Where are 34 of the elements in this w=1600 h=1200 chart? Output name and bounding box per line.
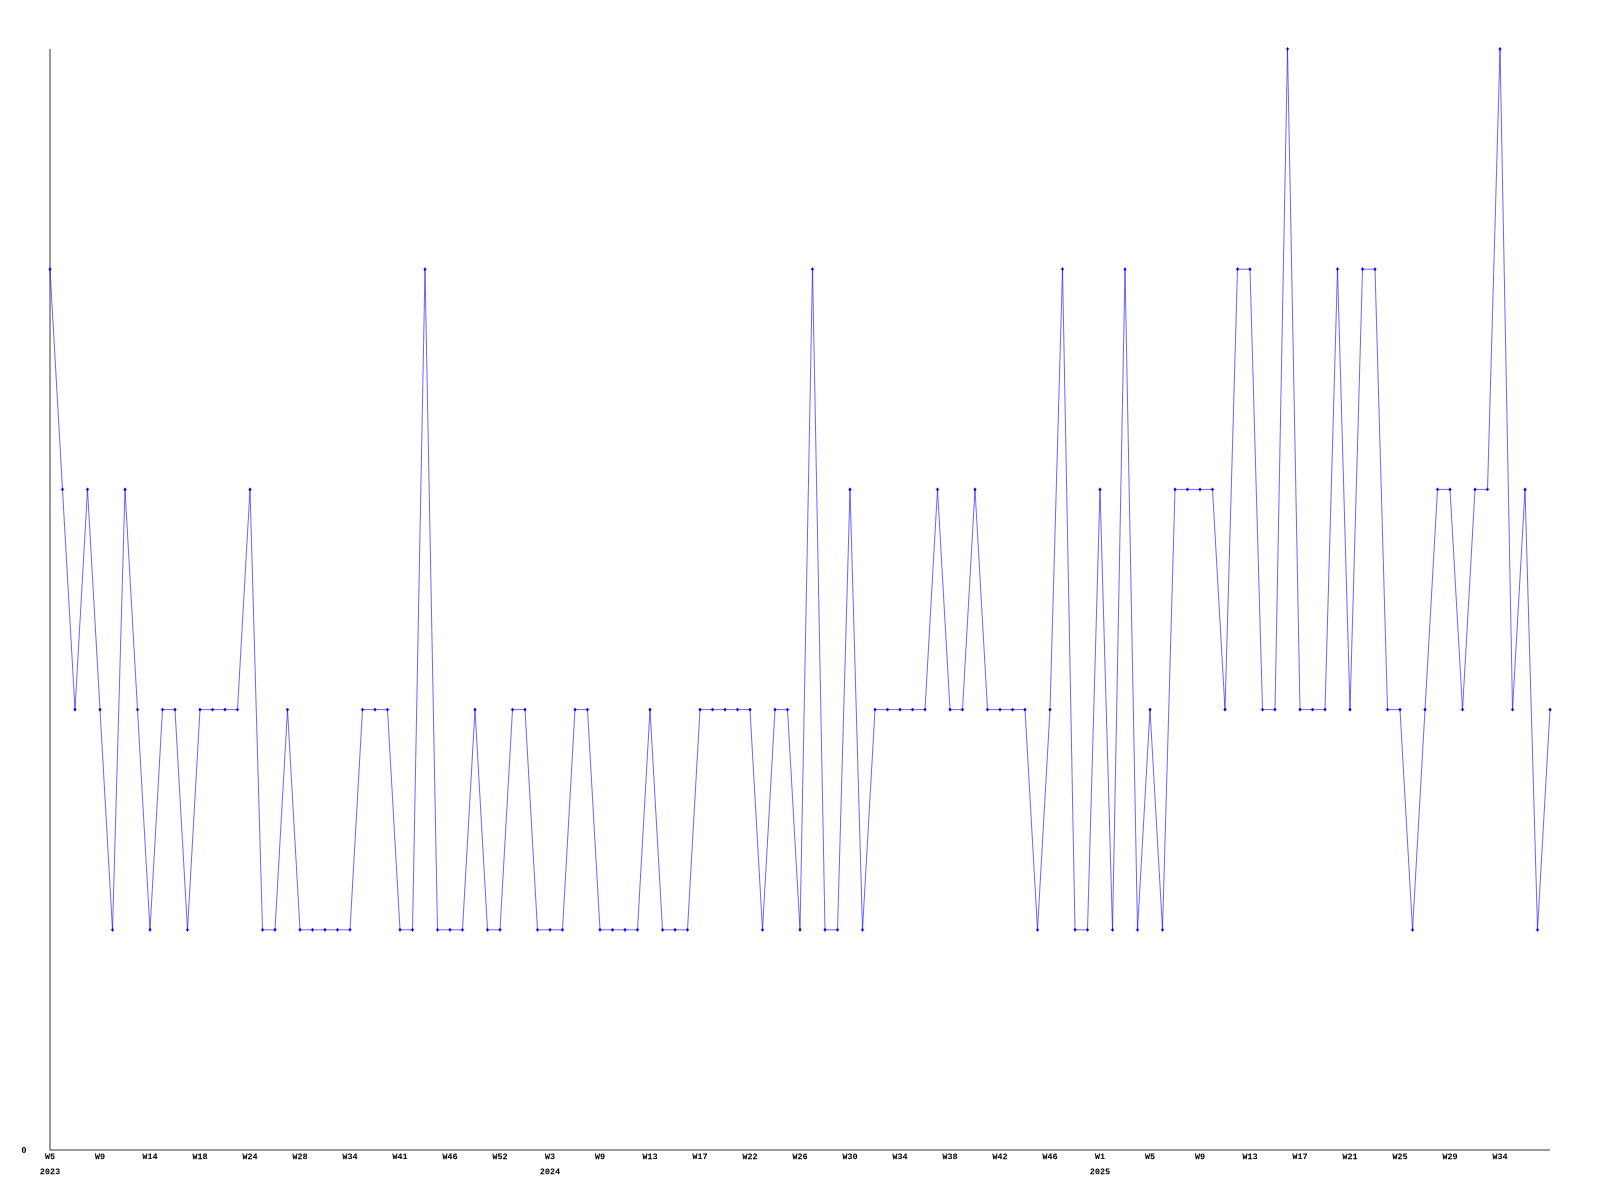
x-tick-label: W42 — [992, 1153, 1008, 1160]
x-tick-label: W17 — [692, 1153, 708, 1160]
x-tick-label: W22 — [742, 1153, 758, 1160]
x-tick-label: W38 — [942, 1153, 958, 1160]
x-tick-label: W25 — [1392, 1153, 1408, 1160]
text: 2023 — [40, 1168, 60, 1175]
x-tick-label: W13 — [642, 1153, 658, 1160]
x-tick-label: W34 — [892, 1153, 908, 1160]
x-tick-label: W46 — [442, 1153, 458, 1160]
x-tick-label: W9 — [94, 1153, 105, 1160]
x-tick-label: W5 — [44, 1153, 55, 1160]
x-tick-label: W9 — [594, 1153, 605, 1160]
x-tick-label: W29 — [1442, 1153, 1458, 1160]
x-tick-label: W26 — [792, 1153, 808, 1160]
x-tick-label: W18 — [192, 1153, 208, 1160]
x-tick-label: W46 — [1042, 1153, 1058, 1160]
x-tick-label: W9 — [1194, 1153, 1205, 1160]
text: 2024 — [540, 1168, 560, 1175]
x-tick-label: W24 — [242, 1153, 258, 1160]
x-tick-label: W28 — [292, 1153, 308, 1160]
x-tick-label: W21 — [1342, 1153, 1358, 1160]
x-tick-label: W41 — [392, 1153, 408, 1160]
x-tick-label: W52 — [492, 1153, 508, 1160]
x-tick-label: W34 — [1492, 1153, 1508, 1160]
text: 0 — [21, 1147, 26, 1153]
x-tick-label: W34 — [342, 1153, 358, 1160]
x-tick-label: W14 — [142, 1153, 158, 1160]
x-tick-label: W17 — [1292, 1153, 1308, 1160]
text: 2025 — [1090, 1168, 1110, 1175]
x-tick-label: W5 — [1144, 1153, 1155, 1160]
x-tick-label: W13 — [1242, 1153, 1258, 1160]
x-tick-label: W30 — [842, 1153, 858, 1160]
x-tick-label: W3 — [544, 1153, 555, 1160]
x-tick-label: W1 — [1094, 1153, 1105, 1160]
